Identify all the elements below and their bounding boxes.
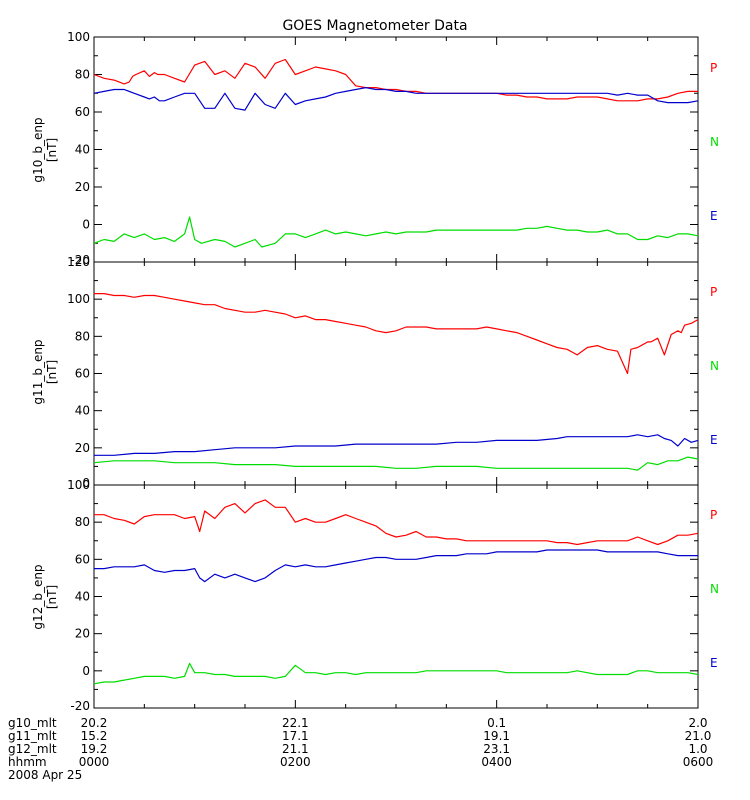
footer-value: 0600 (683, 755, 714, 769)
panel-1-label-E: E (710, 209, 718, 223)
footer-row-label: g12_mlt (8, 742, 57, 756)
footer-value: 19.1 (483, 729, 510, 743)
panel-3-ytick-label: 0 (82, 664, 90, 678)
panel-1-ylabel: g10_b_enp (31, 117, 45, 182)
panel-2-ytick-label: 100 (67, 292, 90, 306)
panel-2-ytick-label: 20 (75, 441, 90, 455)
footer-value: 17.1 (282, 729, 309, 743)
panel-3-ytick-label: -20 (70, 699, 90, 713)
panel-1-frame (93, 36, 699, 263)
panel-1-series-N (93, 216, 699, 248)
footer-row-label: hhmm (8, 755, 47, 769)
panel-3-ytick-label: 40 (75, 590, 90, 604)
panel-2-ytick-label: 0 (82, 476, 90, 490)
panel-3-series-E (94, 549, 698, 583)
panel-3-ytick-label: 20 (75, 627, 90, 641)
panel-3-label-P: P (710, 508, 717, 522)
panel-2-ytick-label: 40 (75, 404, 90, 418)
footer-row-label: g10_mlt (8, 716, 57, 730)
panel-2-label-N: N (710, 359, 719, 373)
footer-value: 19.2 (81, 742, 108, 756)
panel-3-label-E: E (710, 656, 718, 670)
panel-1-series-E (93, 86, 699, 111)
panel-2-ytick-label: 120 (67, 255, 90, 269)
panel-2-series-N (93, 456, 699, 471)
panel-1-ytick-label: 20 (75, 180, 90, 194)
panel-1-ytick-label: 80 (75, 68, 90, 82)
panel-2-ytick-label: 60 (75, 367, 90, 381)
panel-3-ytick-label: 60 (75, 552, 90, 566)
footer-value: 21.1 (282, 742, 309, 756)
panel-3-series-P (94, 499, 699, 546)
panel-1-ytick-label: 60 (75, 105, 90, 119)
footer-value: 0000 (79, 755, 110, 769)
panel-1-ytick-label: -20 (70, 253, 90, 267)
panel-1-yunit: [nT] (45, 138, 59, 162)
panel-3-label-N: N (710, 582, 719, 596)
panel-2-label-P: P (710, 285, 717, 299)
footer-value: 15.2 (81, 729, 108, 743)
chart-title: GOES Magnetometer Data (282, 18, 467, 34)
panel-1-ytick-label: 40 (75, 143, 90, 157)
panel-3-series-N (93, 662, 699, 685)
panel-2-ytick-label: 80 (75, 329, 90, 343)
footer-value: 22.1 (282, 716, 309, 730)
footer-value: 0400 (481, 755, 512, 769)
footer-value: 20.2 (81, 716, 108, 730)
footer-row-label: g11_mlt (8, 729, 57, 743)
footer-value: 21.0 (685, 729, 712, 743)
footer-value: 0.1 (487, 716, 506, 730)
footer-value: 1.0 (688, 742, 707, 756)
panel-2-yunit: [nT] (45, 360, 59, 384)
panel-1-label-P: P (710, 61, 717, 75)
panel-1-label-N: N (710, 135, 719, 149)
panel-3-ylabel: g12_b_enp (31, 564, 45, 629)
footer-value: 2.0 (688, 716, 707, 730)
panel-2-series-E (94, 434, 699, 456)
panel-1-series-P (93, 58, 698, 102)
panel-2-series-P (94, 293, 699, 375)
panel-3-ytick-label: 100 (67, 478, 90, 492)
panel-2-ylabel: g11_b_enp (31, 339, 45, 404)
panel-1-ytick-label: 100 (67, 30, 90, 44)
panel-1-ytick-label: 0 (82, 218, 90, 232)
footer-value: 23.1 (483, 742, 510, 756)
panel-3-ytick-label: 80 (75, 515, 90, 529)
panel-2-label-E: E (710, 433, 718, 447)
footer-value: 0200 (280, 755, 311, 769)
panel-3-yunit: [nT] (45, 585, 59, 609)
footer-date: 2008 Apr 25 (8, 768, 82, 782)
